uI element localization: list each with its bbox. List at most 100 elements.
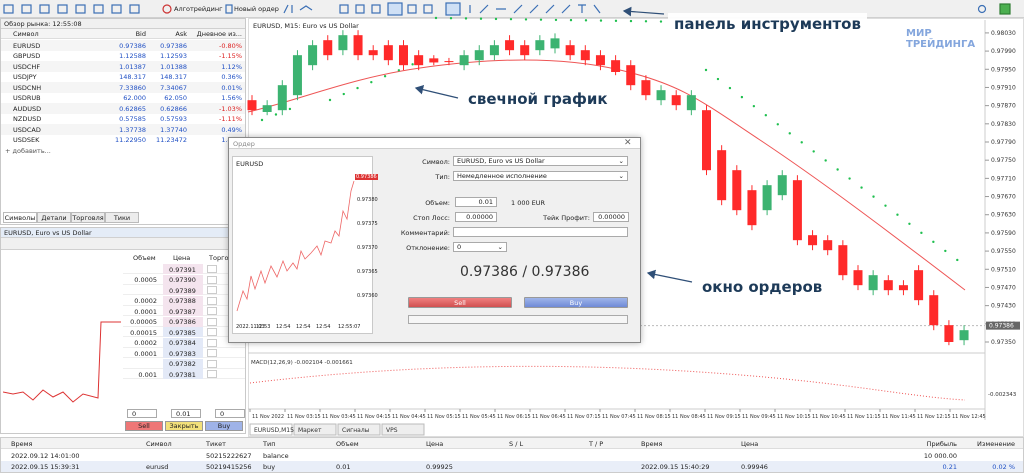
candle-body — [929, 295, 939, 326]
market-row[interactable] — [1, 113, 245, 124]
add-symbol[interactable]: + добавить... — [5, 147, 51, 155]
symbol-name: GBPUSD — [13, 52, 41, 60]
time-label: 11 Nov 06:45 — [532, 414, 566, 420]
symbol-select[interactable]: EURUSD, Euro vs US Dollar ⌄ — [453, 156, 628, 166]
close-button[interactable]: ✕ — [624, 138, 632, 148]
depth-action[interactable] — [207, 359, 217, 368]
market-row[interactable] — [1, 103, 245, 114]
comment-input[interactable] — [453, 227, 628, 237]
mini-time-label: 12:54 — [276, 324, 291, 330]
depth-action[interactable] — [207, 317, 217, 326]
depth-input[interactable]: 0 — [215, 409, 245, 418]
chart-tab[interactable] — [337, 423, 381, 436]
candle-body — [777, 175, 787, 196]
candle-body — [732, 170, 742, 211]
depth-action[interactable] — [207, 265, 217, 273]
volume-input[interactable]: 0.01 — [455, 197, 497, 207]
deviation-select[interactable]: 0 ⌄ — [453, 242, 507, 252]
history-column: Символ — [146, 440, 172, 448]
price-label: 0.97950 — [991, 66, 1016, 73]
price-label: 0.97670 — [991, 194, 1016, 201]
symbol-name: NZDUSD — [13, 115, 42, 123]
panel-tab[interactable]: Торговля — [71, 212, 105, 223]
candle-body — [383, 45, 393, 61]
time-label: 11 Nov 11:15 — [847, 414, 881, 420]
depth-action[interactable] — [207, 338, 217, 347]
tp-label: Тейк Профит: — [543, 214, 590, 222]
algo-trading-button[interactable]: Алготрейдинг — [174, 5, 223, 13]
panel-tab[interactable]: Символы — [3, 212, 37, 223]
candle-body — [611, 60, 621, 72]
candle-body — [914, 270, 924, 301]
market-row[interactable] — [1, 40, 245, 51]
history-column: Прибыль — [926, 440, 957, 448]
history-cell: eurusd — [146, 463, 169, 471]
chart-tab[interactable] — [381, 423, 425, 436]
depth-action[interactable] — [207, 296, 217, 305]
candle-body — [323, 40, 333, 56]
market-row[interactable] — [1, 124, 245, 135]
panel-tab[interactable]: Тики — [105, 212, 139, 223]
chart-tab[interactable] — [293, 423, 337, 436]
quote-cell: 0.97386 — [119, 41, 146, 50]
depth-price: 0.97390 — [169, 276, 196, 284]
new-order-button[interactable]: Новый ордер — [234, 5, 279, 13]
time-label: 11 Nov 07:15 — [567, 414, 601, 420]
history-row[interactable] — [1, 461, 1023, 472]
macd-signal — [249, 365, 966, 401]
price-label: 0.97870 — [991, 103, 1016, 110]
market-row[interactable] — [1, 92, 245, 103]
logo-line: МИР — [906, 28, 932, 39]
candle-body — [883, 280, 893, 291]
history-cell: 50215222627 — [206, 452, 252, 460]
panel-tab[interactable]: Детали — [37, 212, 71, 223]
depth-price: 0.97388 — [169, 297, 196, 305]
depth-action[interactable] — [207, 286, 217, 294]
market-row[interactable] — [1, 61, 245, 72]
depth-action[interactable] — [207, 307, 217, 315]
quote-cell: 11.22950 — [114, 136, 146, 144]
price-cell-bg — [163, 295, 203, 306]
market-row[interactable] — [1, 50, 245, 61]
depth-action[interactable] — [207, 328, 217, 336]
depth-button[interactable]: Sell — [125, 421, 163, 431]
symbol-name: USDSEK — [13, 136, 40, 144]
depth-input[interactable]: 0 — [127, 409, 157, 418]
depth-action[interactable] — [207, 349, 217, 357]
candle-body — [656, 90, 666, 101]
market-row[interactable] — [1, 82, 245, 93]
symbol-label: Символ: — [422, 158, 450, 166]
type-select[interactable]: Немедленное исполнение ⌄ — [453, 171, 628, 181]
time-label: 11 Nov 03:15 — [287, 414, 321, 420]
column-header: Ask — [175, 30, 187, 38]
depth-action[interactable] — [207, 275, 217, 284]
logo: МИР ТРЕЙДИНГА — [906, 28, 975, 50]
market-row[interactable] — [1, 134, 245, 145]
chart-tab[interactable] — [249, 423, 293, 436]
tp-input[interactable]: 0.00000 — [593, 212, 629, 222]
sell-button[interactable]: Sell — [408, 297, 512, 308]
depth-button[interactable]: Закрыть — [165, 421, 203, 431]
history-row[interactable] — [1, 450, 1023, 461]
tp-value: 0.00000 — [598, 213, 625, 221]
depth-volume: 0.0001 — [134, 349, 157, 358]
mini-current-price: 0.97386 — [355, 174, 378, 180]
quote-cell: 1.56% — [221, 94, 242, 102]
depth-price: 0.97381 — [169, 370, 196, 379]
time-label: 11 Nov 05:15 — [427, 414, 461, 420]
price-cell-bg — [163, 348, 203, 358]
order-title: Ордер — [233, 140, 255, 148]
depth-action[interactable] — [207, 370, 217, 378]
sl-input[interactable]: 0.00000 — [455, 212, 497, 222]
time-label: 11 Nov 04:45 — [392, 414, 426, 420]
market-row[interactable] — [1, 71, 245, 82]
chart-tab-label: VPS — [386, 427, 398, 434]
buy-button[interactable]: Buy — [524, 297, 628, 308]
depth-title: EURUSD, Euro vs US Dollar — [4, 229, 92, 237]
symbol-name: USDRUB — [13, 94, 41, 102]
depth-volume: 0.0002 — [134, 297, 157, 305]
time-label: 11 Nov 12:15 — [917, 414, 951, 420]
column-header: Объем — [133, 254, 156, 262]
depth-input[interactable]: 0.01 — [171, 409, 201, 418]
depth-button[interactable]: Buy — [205, 421, 243, 431]
